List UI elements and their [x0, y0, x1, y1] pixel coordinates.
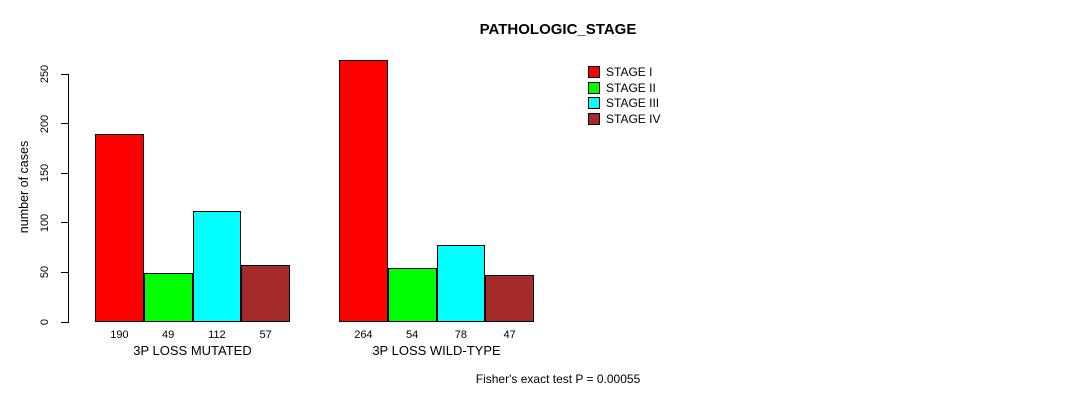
legend-label: STAGE III — [606, 96, 660, 111]
y-tick-mark — [61, 222, 68, 224]
legend-label: STAGE IV — [606, 111, 661, 126]
bar-value-label: 49 — [162, 329, 175, 341]
y-tick-label: 250 — [39, 64, 51, 84]
y-tick-label: 200 — [39, 114, 51, 133]
bar-value-label: 57 — [259, 329, 272, 341]
legend-row: STAGE II — [588, 80, 660, 95]
y-tick-label: 100 — [39, 213, 51, 232]
legend-swatch-icon — [588, 66, 600, 79]
bar-stage-ii — [387, 268, 437, 322]
group-label: 3P LOSS WILD-TYPE — [372, 343, 501, 358]
chart-title: PATHOLOGIC_STAGE — [479, 21, 637, 38]
bar-value-label: 47 — [503, 329, 516, 341]
y-tick-mark — [61, 73, 68, 75]
bar-value-label: 54 — [406, 329, 419, 341]
legend: STAGE I STAGE II STAGE III STAGE IV — [588, 65, 661, 128]
bar-stage-ii — [143, 273, 193, 322]
bar-value-label: 264 — [354, 329, 373, 341]
bar-stage-iii — [192, 210, 242, 322]
y-tick-mark — [61, 172, 68, 174]
bar-value-label: 190 — [110, 329, 129, 341]
y-tick-label: 150 — [39, 164, 51, 183]
y-tick-mark — [61, 271, 68, 273]
y-tick-label: 50 — [39, 266, 51, 279]
bar-stage-i — [95, 133, 144, 322]
y-tick-mark — [61, 321, 68, 323]
legend-swatch-icon — [588, 97, 600, 110]
legend-row: STAGE IV — [588, 111, 661, 126]
bar-stage-iii — [436, 244, 486, 322]
legend-row: STAGE I — [588, 65, 660, 80]
legend-swatch-icon — [588, 81, 600, 94]
y-axis-line — [68, 74, 69, 323]
legend-swatch-icon — [588, 112, 600, 125]
legend-label: STAGE I — [606, 65, 653, 80]
bar-stage-i — [339, 60, 388, 322]
y-tick-mark — [61, 123, 68, 125]
legend-label: STAGE II — [606, 80, 656, 95]
y-tick-label: 0 — [39, 318, 51, 326]
bar-stage-iv — [241, 265, 290, 322]
annotation-fisher-test: Fisher's exact test P = 0.00055 — [475, 372, 641, 386]
bar-value-label: 78 — [454, 329, 467, 341]
bar-stage-iv — [485, 275, 534, 322]
y-axis-label: number of cases — [17, 140, 31, 234]
group-label: 3P LOSS MUTATED — [133, 343, 252, 358]
legend-row: STAGE III — [588, 96, 660, 111]
bar-value-label: 112 — [208, 329, 226, 341]
